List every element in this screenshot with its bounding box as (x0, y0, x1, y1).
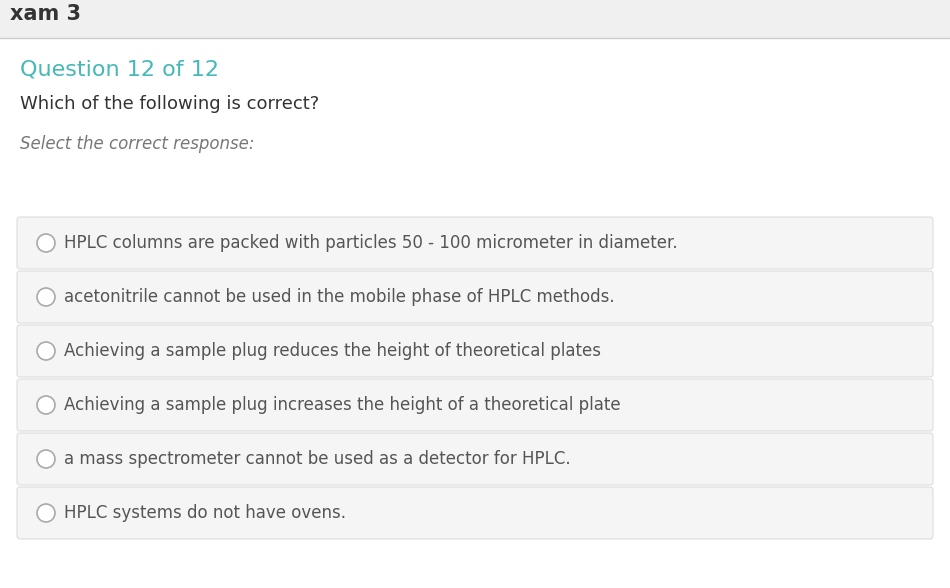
Circle shape (37, 504, 55, 522)
FancyBboxPatch shape (17, 217, 933, 269)
Circle shape (37, 288, 55, 306)
Text: Which of the following is correct?: Which of the following is correct? (20, 95, 319, 113)
FancyBboxPatch shape (17, 487, 933, 539)
Text: Achieving a sample plug increases the height of a theoretical plate: Achieving a sample plug increases the he… (64, 396, 620, 414)
Bar (0, 0, 950, 38)
Text: Select the correct response:: Select the correct response: (20, 135, 255, 153)
Text: HPLC systems do not have ovens.: HPLC systems do not have ovens. (64, 504, 346, 522)
Circle shape (37, 342, 55, 360)
Text: xam 3: xam 3 (10, 4, 81, 24)
Circle shape (37, 234, 55, 252)
FancyBboxPatch shape (17, 433, 933, 485)
Text: HPLC columns are packed with particles 50 - 100 micrometer in diameter.: HPLC columns are packed with particles 5… (64, 234, 677, 252)
Text: acetonitrile cannot be used in the mobile phase of HPLC methods.: acetonitrile cannot be used in the mobil… (64, 288, 615, 306)
Circle shape (37, 450, 55, 468)
Text: Question 12 of 12: Question 12 of 12 (20, 60, 219, 80)
Text: Achieving a sample plug reduces the height of theoretical plates: Achieving a sample plug reduces the heig… (64, 342, 601, 360)
FancyBboxPatch shape (17, 271, 933, 323)
Circle shape (37, 396, 55, 414)
FancyBboxPatch shape (17, 325, 933, 377)
FancyBboxPatch shape (17, 379, 933, 431)
Text: a mass spectrometer cannot be used as a detector for HPLC.: a mass spectrometer cannot be used as a … (64, 450, 571, 468)
